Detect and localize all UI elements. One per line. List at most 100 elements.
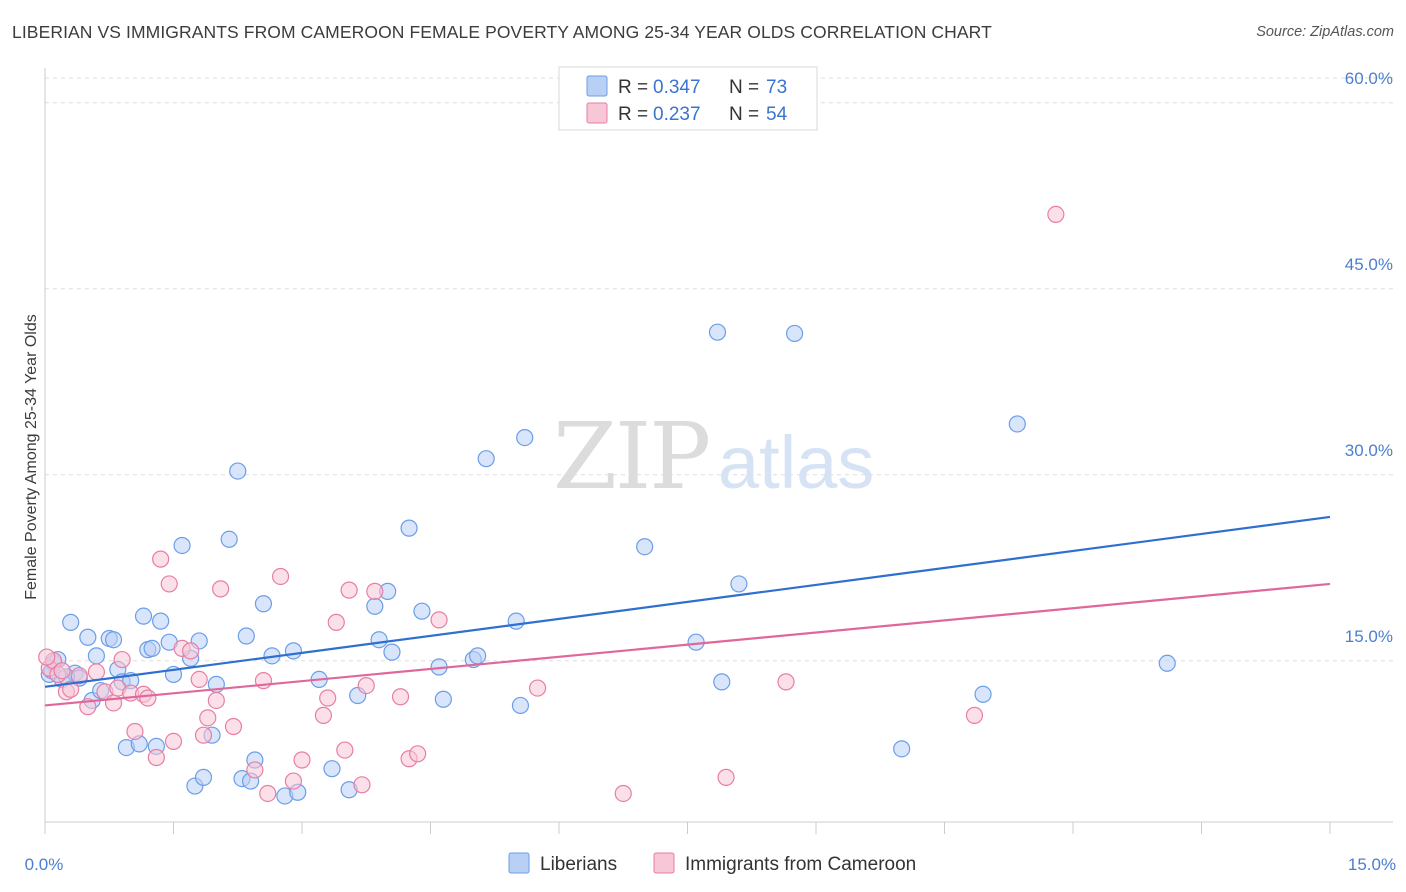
data-point [194,726,213,744]
source-credit: Source: ZipAtlas.com [1256,24,1394,40]
data-point [430,611,448,629]
data-point [173,536,191,555]
data-point [340,581,358,599]
data-point [70,667,88,685]
data-point [87,647,106,665]
legend: R = 0.347 N = 73 R = 0.237 N = 54 [558,66,818,131]
y-axis-label: Female Poverty Among 25-34 Year Olds [23,314,40,600]
y-tick-label: 45.0% [1345,255,1393,274]
data-point [469,647,487,665]
legend-r-label-1: R = [618,77,648,98]
data-point [516,429,534,447]
data-point [713,673,731,691]
bottom-legend: Liberians Immigrants from Cameroon [508,852,916,875]
axes [44,68,1393,834]
data-point [434,690,452,708]
data-point [237,627,255,645]
data-point [1158,654,1176,672]
data-point [293,751,311,769]
data-point [79,628,97,646]
data-point [391,688,410,706]
data-point [730,575,748,593]
data-point [314,706,333,724]
data-point [336,741,354,759]
data-point [477,450,495,468]
data-point [511,696,530,715]
tick-labels: 15.0% 30.0% 45.0% 60.0% 0.0% 15.0% [25,69,1396,874]
data-point [259,784,277,803]
watermark-zip: ZIP [553,403,709,510]
data-point [212,580,230,598]
data-point [190,670,208,689]
data-point [182,642,200,660]
data-point [160,575,178,593]
data-point [207,691,225,710]
data-point [104,631,123,649]
data-point [366,582,384,600]
y-tick-label: 30.0% [1345,441,1393,460]
data-point [614,784,632,803]
data-point [1047,205,1065,223]
data-point [327,613,345,631]
trend-lines [44,515,1331,707]
data-point [284,772,303,790]
data-point [126,722,144,741]
data-point [687,633,705,651]
bottom-legend-cameroon: Immigrants from Cameroon [685,854,916,875]
data-point [965,706,984,724]
data-point [370,631,388,649]
watermark-atlas: atlas [718,421,874,504]
legend-n-value-2: 54 [766,104,788,125]
data-point [62,613,80,631]
data-point [271,567,290,586]
trend-line-cameroon [44,582,1331,707]
data-point [199,709,217,727]
watermark: ZIP atlas [553,403,874,510]
legend-r-value-1: 0.347 [653,77,701,98]
data-point [152,612,170,630]
legend-swatch-liberians [586,75,608,97]
data-point [409,745,427,763]
data-points [38,205,1176,805]
x-tick-label: 15.0% [1348,855,1396,874]
data-point [357,676,375,695]
data-point [353,776,371,794]
data-point [366,597,384,615]
data-point [53,662,71,680]
legend-n-label-1: N = [729,77,759,98]
data-point [246,761,264,779]
data-point [220,530,238,548]
legend-n-label-2: N = [729,104,759,125]
data-point [143,639,161,658]
data-point [413,602,431,620]
bottom-legend-swatch-cameroon [653,852,675,874]
data-point [224,717,243,736]
data-point [38,648,56,666]
data-point [152,550,170,568]
data-point [134,607,153,625]
data-point [323,760,341,778]
data-point [507,612,525,630]
data-point [636,538,654,556]
data-point [777,673,795,691]
data-point [194,768,213,786]
trend-line-liberians [44,515,1331,688]
data-point [893,740,911,758]
y-tick-label: 15.0% [1345,627,1393,646]
data-point [164,732,183,751]
grid-lines [45,77,1393,662]
data-point [785,324,804,343]
data-point [284,642,303,660]
data-point [62,680,80,698]
legend-r-label-2: R = [618,104,648,125]
data-point [974,685,992,703]
legend-r-value-2: 0.237 [653,104,701,125]
series-cameroon [38,205,1065,803]
data-point [147,748,165,767]
data-point [87,663,106,681]
data-point [1008,415,1026,433]
chart-title: LIBERIAN VS IMMIGRANTS FROM CAMEROON FEM… [12,22,992,42]
y-tick-label: 60.0% [1345,69,1393,88]
legend-n-value-1: 73 [766,77,787,98]
